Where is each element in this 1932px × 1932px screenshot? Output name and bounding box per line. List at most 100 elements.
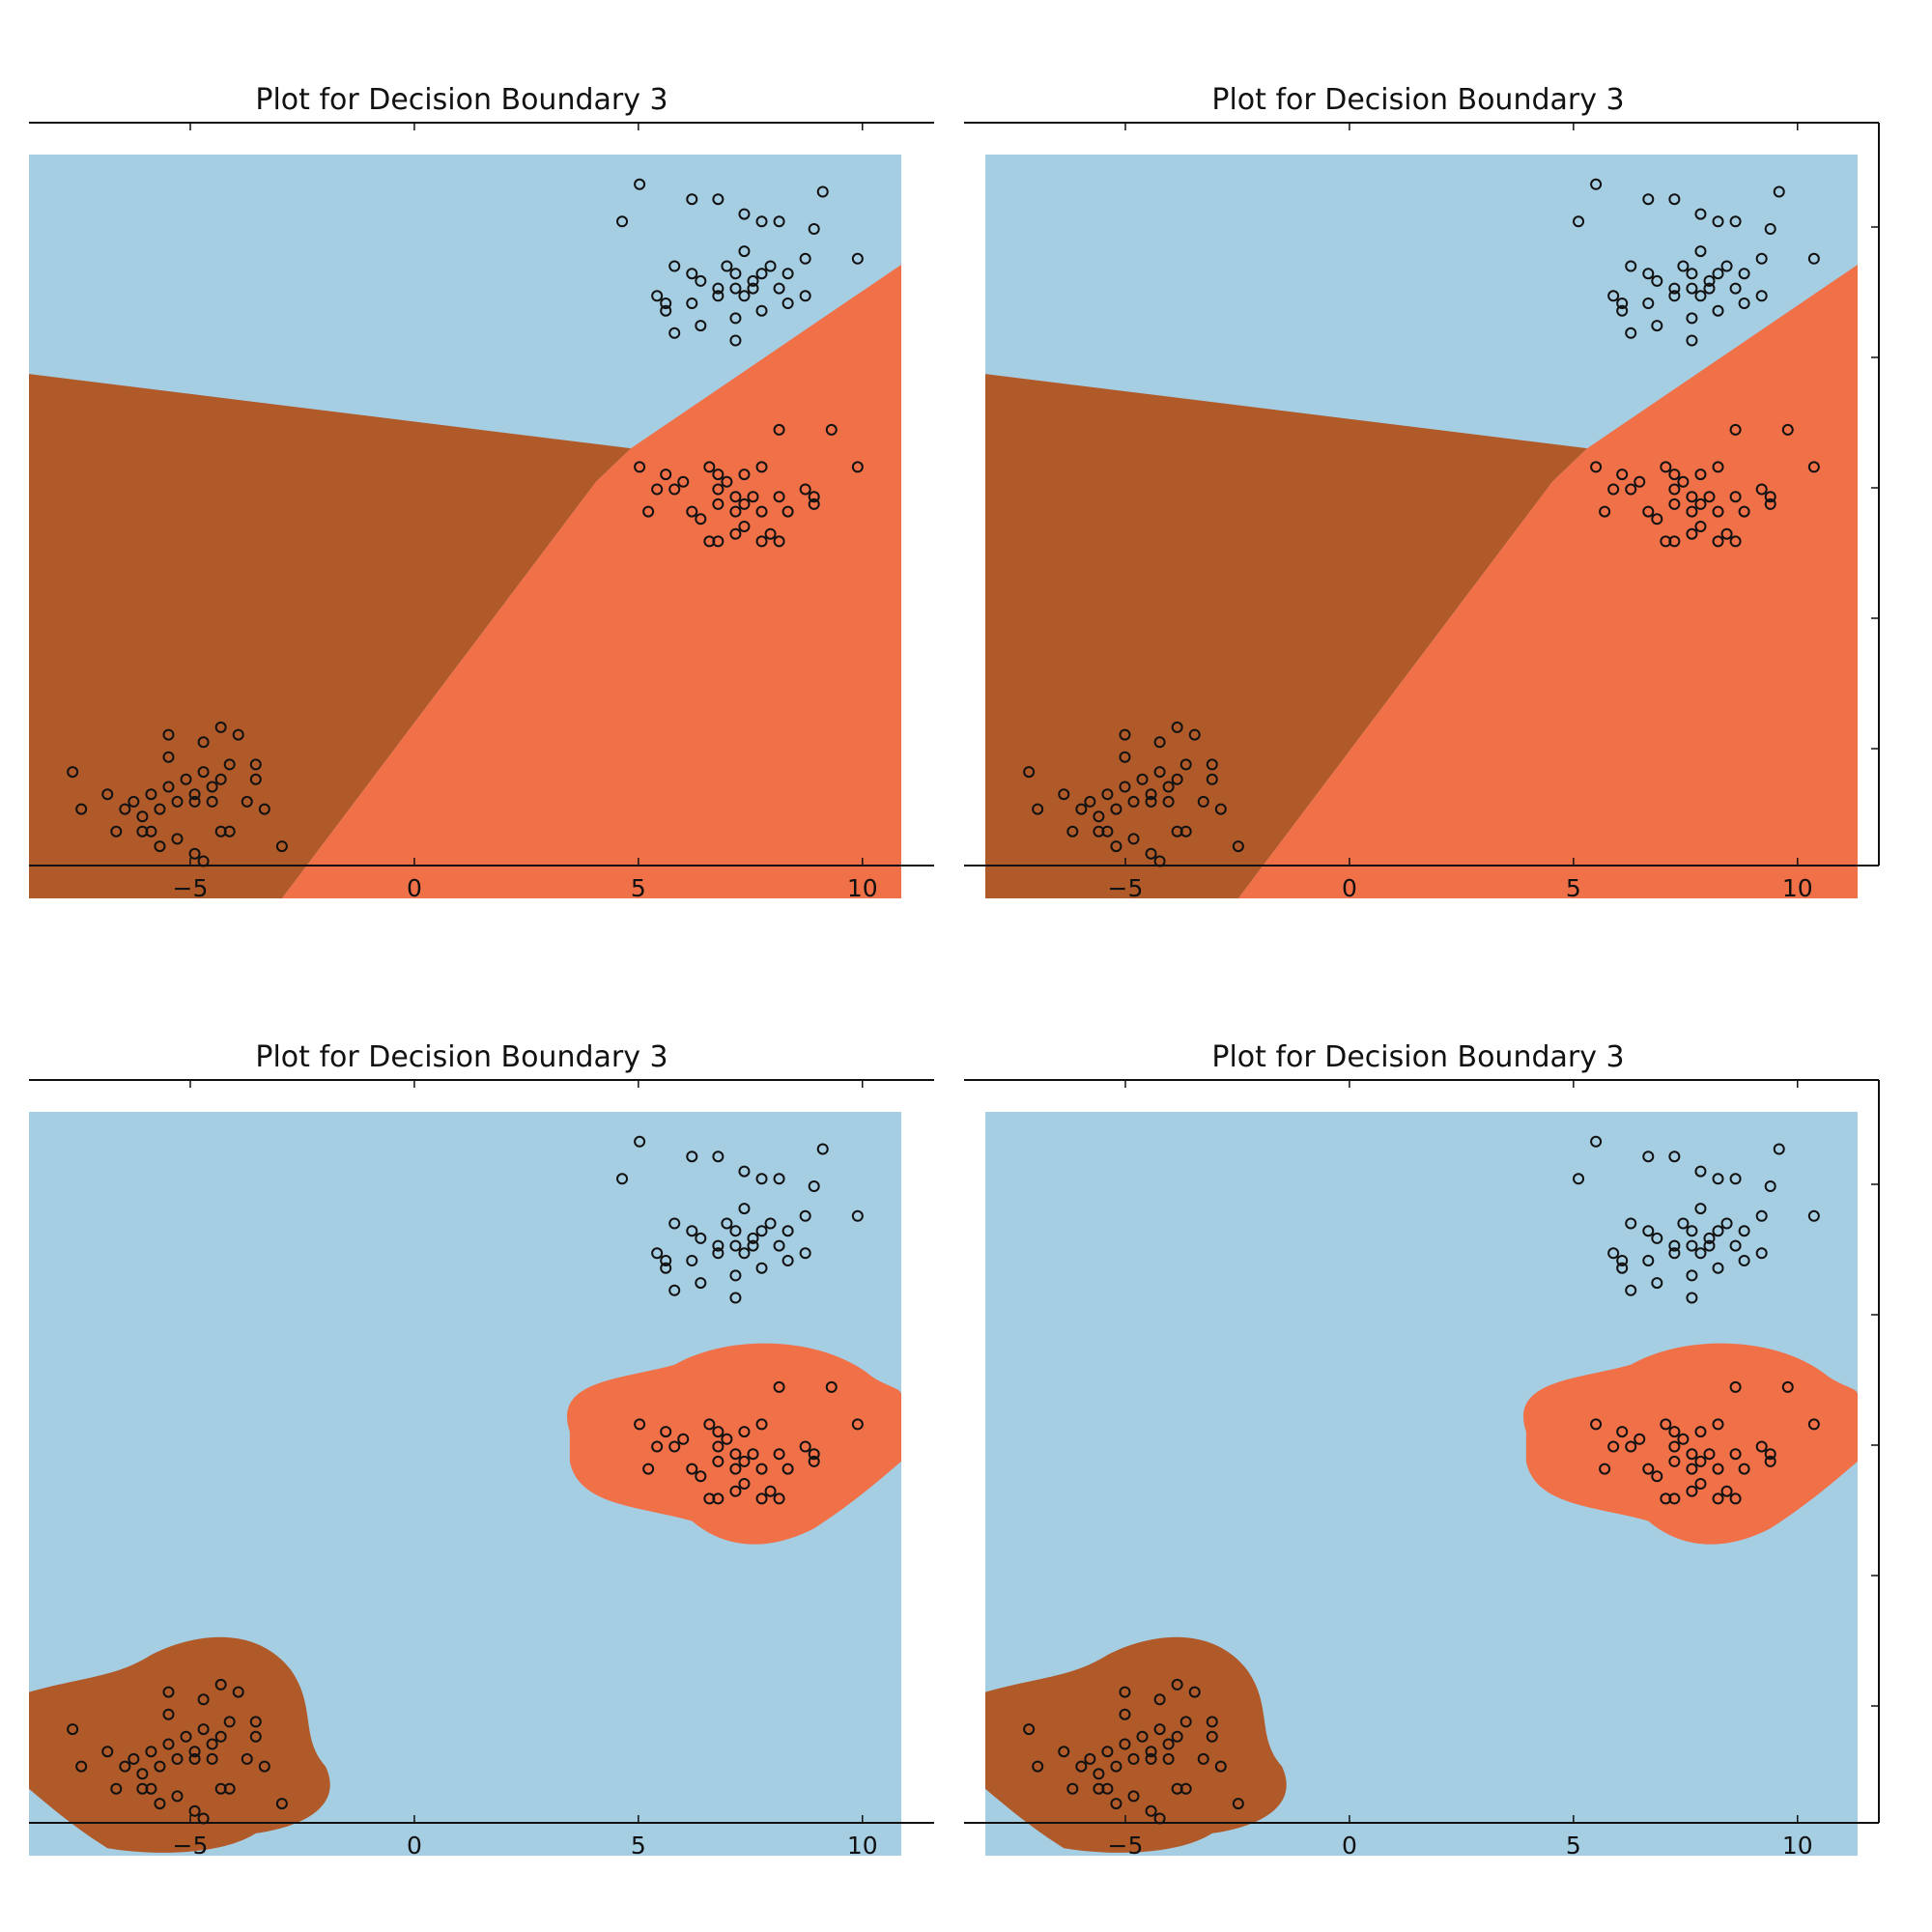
data-point-orange (738, 1426, 751, 1438)
decision-region-brown (29, 374, 632, 898)
data-point-blue (721, 1217, 733, 1230)
data-point-blue (747, 282, 759, 295)
data-point-brown (1119, 751, 1131, 763)
data-point-blue (729, 334, 742, 347)
data-point-blue (755, 304, 768, 317)
decision-region-brown (985, 374, 1588, 898)
data-point-blue (1651, 274, 1663, 287)
data-point-orange (747, 491, 759, 503)
data-point-blue (1686, 1292, 1698, 1304)
data-point-orange (738, 1478, 751, 1490)
data-point-orange (729, 1485, 742, 1497)
data-point-brown (206, 781, 218, 793)
data-point-brown (67, 766, 79, 779)
data-point-blue (764, 1217, 777, 1230)
data-point-blue (747, 1232, 759, 1244)
data-point-brown (1032, 803, 1044, 815)
data-point-blue (1729, 215, 1742, 228)
data-point-blue (773, 282, 785, 295)
data-point-orange (1660, 535, 1672, 548)
data-point-blue (729, 1269, 742, 1282)
data-point-orange (1764, 1448, 1776, 1461)
data-point-brown (1058, 1746, 1070, 1758)
data-point-brown (1153, 1723, 1166, 1736)
data-point-brown (214, 773, 227, 785)
data-point-brown (110, 825, 123, 838)
data-point-orange (1607, 1440, 1620, 1453)
data-point-orange (712, 1426, 724, 1438)
data-point-brown (1101, 825, 1114, 838)
data-point-brown (1206, 773, 1218, 785)
data-point-blue (738, 1247, 751, 1260)
data-point-blue (808, 223, 820, 235)
data-point-orange (695, 1470, 707, 1483)
data-point-orange (1677, 1433, 1690, 1445)
data-point-brown (162, 1686, 175, 1698)
data-point-orange (729, 1448, 742, 1461)
data-point-blue (686, 1151, 698, 1163)
data-point-brown (1197, 1752, 1209, 1765)
data-point-blue (1703, 282, 1716, 295)
data-point-orange (1703, 1448, 1716, 1461)
data-point-orange (1668, 497, 1681, 510)
data-point-blue (1729, 1239, 1742, 1252)
data-point-blue (616, 215, 629, 228)
data-point-orange (755, 1418, 768, 1431)
data-point-orange (1660, 1418, 1672, 1431)
data-point-brown (75, 1760, 88, 1773)
data-point-brown (171, 795, 184, 808)
data-point-orange (799, 1440, 811, 1453)
data-point-blue (816, 1143, 829, 1155)
data-point-blue (1807, 252, 1820, 265)
data-point-blue (660, 1255, 672, 1266)
data-point-brown (162, 751, 175, 763)
data-point-orange (703, 461, 716, 473)
data-point-brown (1075, 1760, 1088, 1773)
data-point-blue (729, 1225, 742, 1237)
data-point-brown (206, 1752, 218, 1765)
data-point-brown (1110, 1798, 1122, 1810)
data-point-brown (1171, 721, 1183, 733)
data-point-blue (668, 1284, 681, 1296)
data-point-blue (634, 1135, 646, 1148)
data-point-blue (1712, 1262, 1724, 1274)
data-point-brown (1127, 795, 1140, 808)
data-point-orange (1738, 505, 1750, 518)
data-point-orange (738, 1455, 751, 1467)
data-point-brown (1171, 1730, 1183, 1743)
data-point-blue (1764, 1180, 1776, 1192)
data-point-blue (1573, 215, 1585, 228)
data-point-orange (1755, 1440, 1768, 1453)
data-point-brown (162, 781, 175, 793)
data-point-orange (1651, 1470, 1663, 1483)
data-point-blue (1712, 304, 1724, 317)
x-tick-label: 0 (407, 1832, 422, 1860)
data-point-brown (1084, 1752, 1096, 1765)
data-point-brown (1153, 736, 1166, 749)
data-point-brown (275, 1798, 288, 1810)
data-point-blue (1677, 260, 1690, 272)
data-point-brown (171, 833, 184, 845)
data-point-brown (1171, 1782, 1183, 1795)
data-point-orange (1712, 461, 1724, 473)
data-point-orange (1599, 505, 1611, 518)
x-tick-label: 5 (631, 874, 646, 902)
data-point-blue (1686, 1225, 1698, 1237)
data-point-blue (1703, 274, 1716, 287)
data-point-brown (258, 803, 270, 815)
data-point-blue (1625, 327, 1637, 339)
data-point-orange (668, 1440, 681, 1453)
data-point-brown (1179, 758, 1192, 771)
data-point-orange (764, 1485, 777, 1497)
data-point-orange (729, 505, 742, 518)
data-point-blue (695, 320, 707, 332)
data-point-orange (1694, 1426, 1707, 1438)
data-point-blue (1694, 290, 1707, 302)
data-point-brown (1101, 788, 1114, 801)
data-point-orange (1703, 491, 1716, 503)
data-point-brown (171, 1752, 184, 1765)
data-point-brown (188, 1746, 201, 1758)
data-point-blue (1694, 1165, 1707, 1178)
data-point-orange (1764, 497, 1776, 510)
data-point-brown (1162, 781, 1175, 793)
